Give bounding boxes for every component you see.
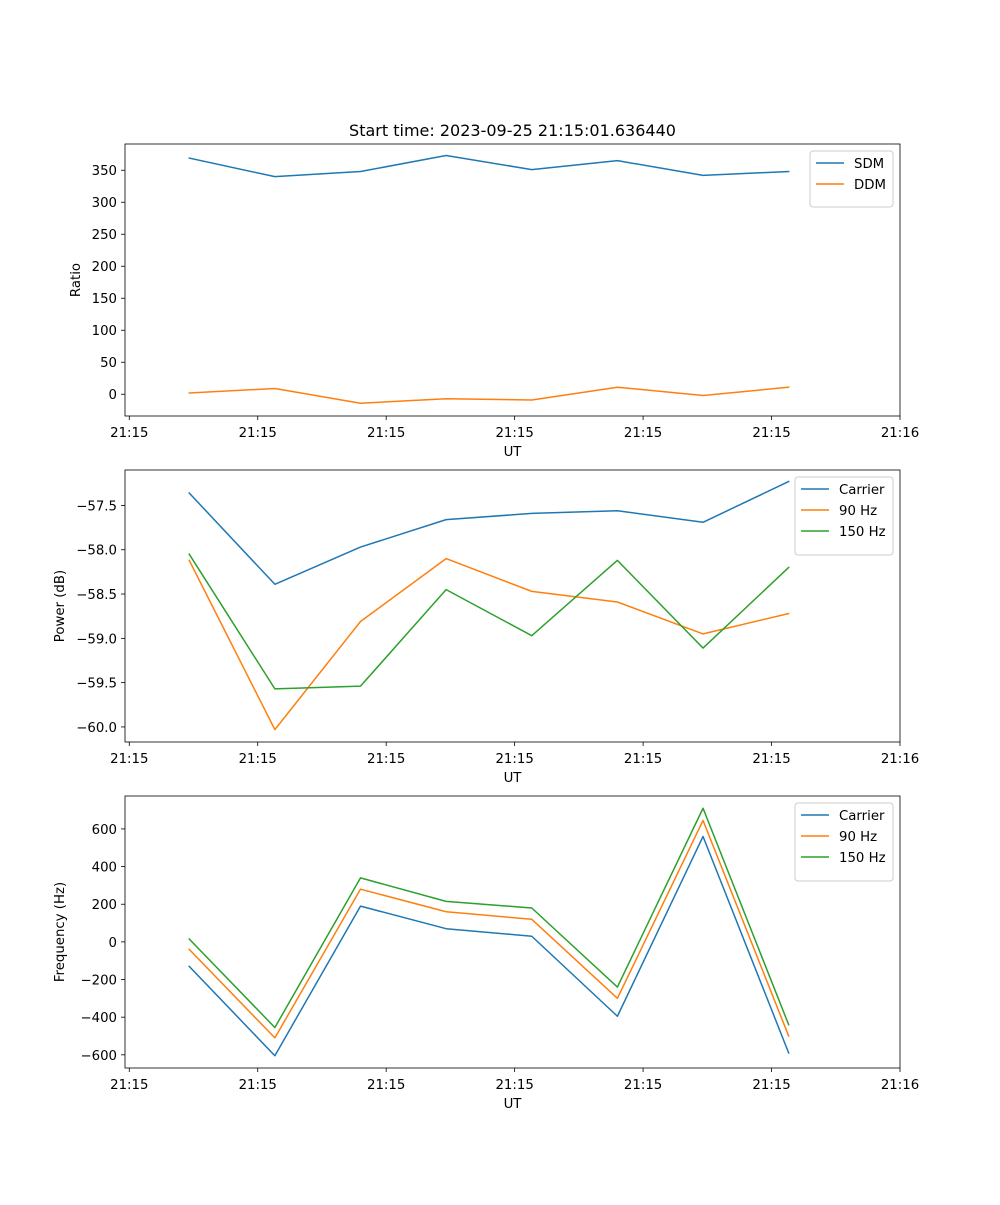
x-tick-label: 21:15 [752, 1078, 790, 1093]
x-axis-label: UT [504, 1097, 523, 1112]
y-tick-label: −58.5 [76, 588, 117, 603]
y-tick-label: −60.0 [76, 721, 117, 736]
x-tick-label: 21:15 [110, 426, 148, 441]
x-tick-label: 21:15 [624, 426, 662, 441]
axes-frame [124, 143, 901, 417]
legend-label: DDM [854, 178, 886, 193]
y-tick-label: 150 [92, 292, 117, 307]
series-line-90-hz [188, 557, 790, 731]
legend-label: 150 Hz [839, 851, 886, 866]
x-axis-label: UT [504, 445, 523, 460]
series-line-carrier [188, 480, 790, 586]
legend-label: SDM [854, 157, 884, 172]
axes-frame [124, 795, 901, 1069]
y-tick-label: 100 [92, 324, 117, 339]
x-tick-label: 21:16 [881, 1078, 919, 1093]
x-tick-label: 21:16 [881, 752, 919, 767]
y-tick-label: 50 [100, 356, 117, 371]
y-axis-label: Power (dB) [53, 570, 68, 642]
chart-panel-1: 21:15 21:15 21:15 21:15 21:15 21:15 21:16 0 50 10… [69, 121, 919, 460]
legend-label: Carrier [839, 483, 885, 498]
chart-title: Start time: 2023-09-25 21:15:01.636440 [349, 121, 676, 140]
y-axis-label: Frequency (Hz) [53, 882, 68, 982]
legend-box [809, 150, 894, 208]
legend-label: 150 Hz [839, 525, 886, 540]
x-tick-label: 21:15 [624, 1078, 662, 1093]
legend: SDM DDM [809, 150, 894, 208]
legend: Carrier 90 Hz 150 Hz [794, 476, 894, 556]
y-tick-label: −200 [80, 974, 117, 989]
x-tick-label: 21:15 [110, 1078, 148, 1093]
x-tick-label: 21:15 [367, 426, 405, 441]
y-tick-label: 200 [92, 898, 117, 913]
x-tick-label: 21:15 [752, 752, 790, 767]
x-tick-label: 21:15 [367, 1078, 405, 1093]
y-tick-label: −57.5 [76, 499, 117, 514]
y-tick-label: 0 [109, 388, 117, 403]
legend-label: 90 Hz [839, 504, 877, 519]
axes-frame [124, 469, 901, 743]
x-tick-label: 21:15 [752, 426, 790, 441]
x-tick-label: 21:15 [624, 752, 662, 767]
x-tick-label: 21:15 [239, 1078, 277, 1093]
x-tick-label: 21:15 [239, 426, 277, 441]
x-tick-label: 21:15 [495, 1078, 533, 1093]
x-axis-label: UT [504, 771, 523, 786]
series-line-sdm [188, 154, 790, 178]
x-tick-label: 21:15 [239, 752, 277, 767]
x-tick-label: 21:15 [495, 752, 533, 767]
y-tick-label: −59.5 [76, 677, 117, 692]
y-tick-label: −600 [80, 1049, 117, 1064]
y-tick-label: −400 [80, 1011, 117, 1026]
y-tick-label: 350 [92, 164, 117, 179]
y-tick-label: −59.0 [76, 632, 117, 647]
x-tick-label: 21:15 [367, 752, 405, 767]
series-line-150-hz [188, 553, 790, 690]
y-tick-label: −58.0 [76, 544, 117, 559]
legend-label: Carrier [839, 809, 885, 824]
y-tick-label: 600 [92, 823, 117, 838]
legend-box [794, 476, 894, 556]
x-tick-label: 21:15 [495, 426, 533, 441]
y-axis-label: Ratio [69, 263, 84, 297]
series-line-carrier [188, 835, 790, 1057]
x-tick-label: 21:15 [110, 752, 148, 767]
y-tick-label: 400 [92, 861, 117, 876]
chart-panel-3: 21:15 21:15 21:15 21:15 21:15 21:15 21:16 −600 −… [53, 795, 919, 1112]
series-line-ddm [188, 386, 790, 404]
legend-label: 90 Hz [839, 830, 877, 845]
x-tick-label: 21:16 [881, 426, 919, 441]
series-line-90-hz [188, 819, 790, 1039]
series-line-150-hz [188, 807, 790, 1029]
y-tick-label: 300 [92, 196, 117, 211]
y-tick-label: 0 [109, 936, 117, 951]
y-tick-label: 200 [92, 260, 117, 275]
chart-panel-2: 21:15 21:15 21:15 21:15 21:15 21:15 21:16 −60.0… [53, 469, 919, 786]
legend-box [794, 802, 894, 882]
legend: Carrier 90 Hz 150 Hz [794, 802, 894, 882]
y-tick-label: 250 [92, 228, 117, 243]
